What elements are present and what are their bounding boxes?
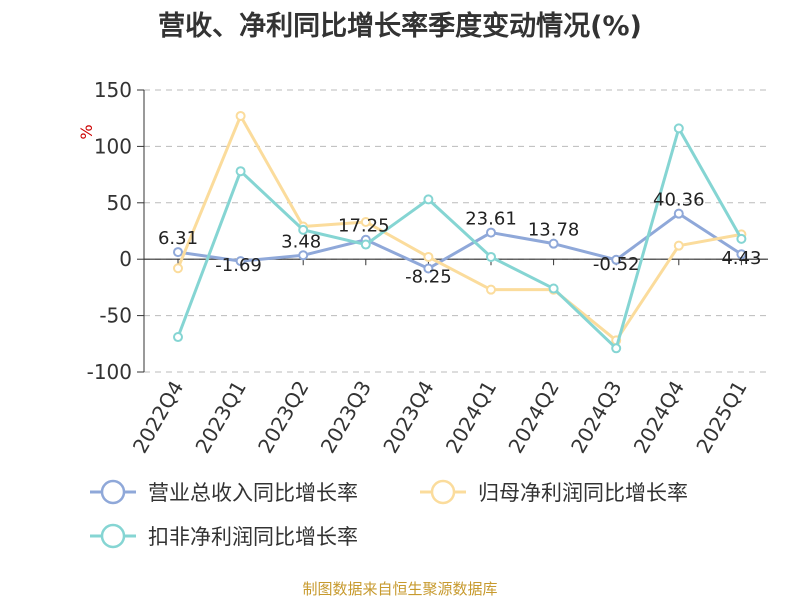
source-footer: 制图数据来自恒生聚源数据库 <box>302 580 498 598</box>
data-point <box>548 283 559 294</box>
data-point <box>235 110 246 121</box>
data-point <box>173 263 183 274</box>
data-point <box>611 254 622 265</box>
data-label: -0.52 <box>593 254 640 275</box>
legend-marker <box>100 523 126 549</box>
legend-label: 营业总收入同比增长率 <box>148 481 358 505</box>
grid-lines <box>144 89 768 373</box>
data-point <box>360 239 371 250</box>
data-label: 23.61 <box>465 209 517 230</box>
y-tick-label: 50 <box>107 191 132 215</box>
series-line <box>176 114 742 342</box>
x-tick-label: 2025Q1 <box>691 377 751 458</box>
x-tick-label: 2024Q2 <box>503 377 563 458</box>
data-label: -1.69 <box>215 255 262 276</box>
series-line <box>176 126 743 350</box>
data-point <box>673 208 684 219</box>
data-point <box>235 166 246 177</box>
series-line <box>177 212 743 271</box>
data-label: 13.78 <box>528 220 580 241</box>
data-point <box>486 251 496 262</box>
data-point <box>423 194 434 205</box>
x-tick-label: 2023Q1 <box>190 377 250 458</box>
data-label: 40.36 <box>653 190 705 211</box>
legend-marker <box>430 479 456 505</box>
series-lines <box>173 110 747 354</box>
legend-item: 营业总收入同比增长率 <box>90 479 358 505</box>
data-point <box>673 123 684 134</box>
data-point <box>173 247 183 258</box>
legend-label: 归母净利润同比增长率 <box>478 481 688 505</box>
data-point <box>235 256 246 267</box>
y-tick-label: -50 <box>99 304 132 328</box>
data-point <box>486 227 496 238</box>
x-tick-label: 2024Q1 <box>441 377 501 458</box>
legend-label: 扣非净利润同比增长率 <box>148 525 358 549</box>
data-point <box>423 263 434 274</box>
legend-marker <box>100 479 126 505</box>
legend-item: 扣非净利润同比增长率 <box>90 523 358 549</box>
legend-item: 归母净利润同比增长率 <box>420 479 688 505</box>
data-point <box>736 233 747 244</box>
chart-title: 营收、净利同比增长率季度变动情况(%) <box>158 11 642 42</box>
x-tick-label: 2023Q4 <box>378 377 438 458</box>
data-point <box>298 224 309 235</box>
x-tick-label: 2022Q4 <box>128 377 188 458</box>
x-tick-label: 2023Q2 <box>253 377 313 458</box>
data-label: 4.43 <box>721 248 761 269</box>
y-tick-label: -100 <box>87 360 132 384</box>
data-point <box>611 343 622 354</box>
y-tick-label: 150 <box>94 78 132 102</box>
data-labels: 6.31 -1.69 3.48 17.25 -8.25 23.61 13.78 -0.52 40… <box>158 190 761 288</box>
data-label: 6.31 <box>158 228 198 249</box>
data-point <box>423 251 434 262</box>
y-tick-label: 100 <box>94 134 132 158</box>
data-point <box>298 250 309 261</box>
x-tick-label: 2024Q3 <box>566 377 626 458</box>
y-tick-label: 0 <box>119 247 132 271</box>
x-tick-label: 2024Q4 <box>629 377 689 458</box>
data-point <box>736 249 747 260</box>
data-point <box>360 216 371 227</box>
data-label: 17.25 <box>338 216 390 237</box>
data-point <box>673 240 684 251</box>
data-point <box>173 332 183 343</box>
data-label: -8.25 <box>405 267 452 288</box>
data-point <box>548 238 559 249</box>
y-axis-unit: % <box>77 124 96 139</box>
data-label: 3.48 <box>281 231 321 252</box>
data-point <box>486 284 496 295</box>
x-tick-label: 2023Q3 <box>316 377 376 458</box>
